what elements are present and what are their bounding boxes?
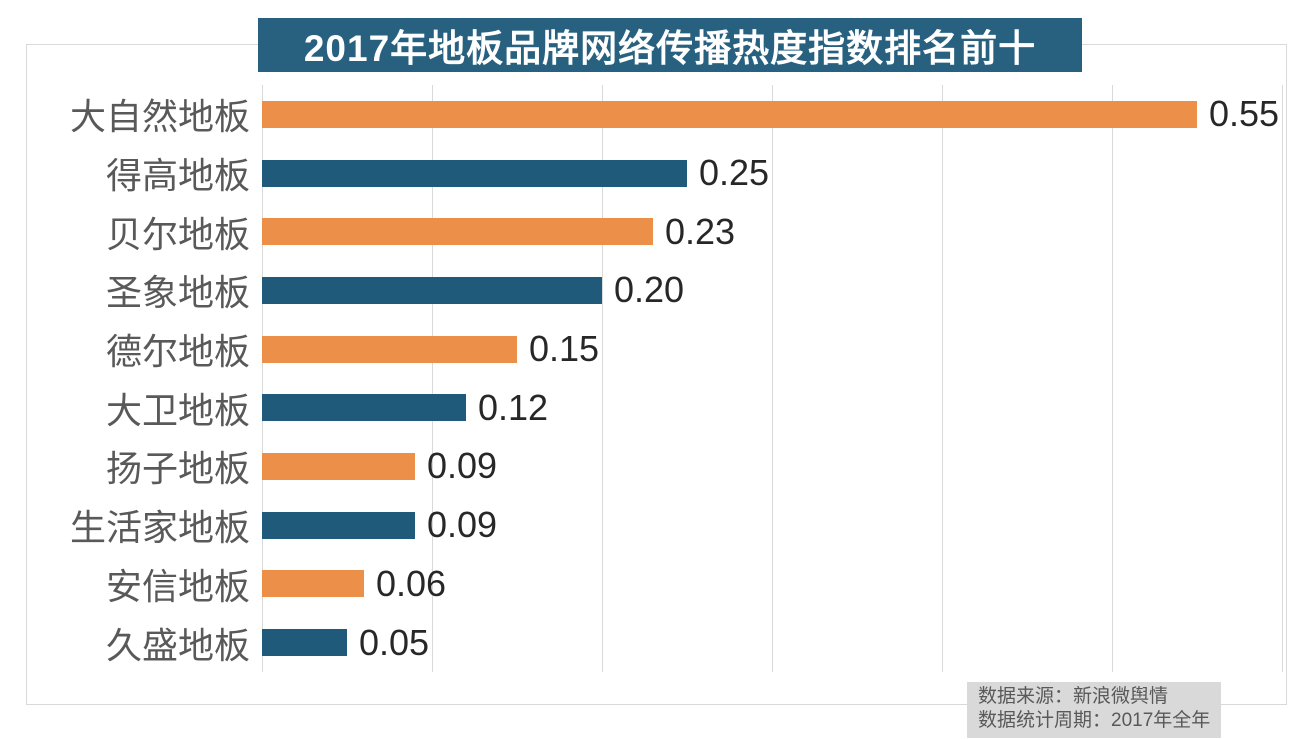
- source-line-2: 数据统计周期：2017年全年: [978, 710, 1211, 731]
- bar-2: [262, 159, 687, 187]
- category-label-10: 久盛地板: [105, 624, 250, 666]
- value-label-8: 0.09: [427, 504, 498, 546]
- category-label-4: 圣象地板: [105, 272, 250, 314]
- value-label-2: 0.25: [699, 152, 770, 194]
- bar-5: [262, 335, 517, 363]
- bar-row-10: 0.05: [262, 613, 1283, 672]
- bar-row-2: 0.25: [262, 144, 1283, 203]
- bar-row-6: 0.12: [262, 378, 1283, 437]
- category-label-6: 大卫地板: [105, 389, 250, 431]
- plot-area: 0.55 0.25 0.23 0.20 0.15 0.12 0.09 0.09 0.06 0.05: [262, 85, 1283, 672]
- value-label-5: 0.15: [529, 328, 600, 370]
- bar-6: [262, 394, 466, 422]
- bar-4: [262, 276, 602, 304]
- bar-row-3: 0.23: [262, 202, 1283, 261]
- chart-title-banner: 2017年地板品牌网络传播热度指数排名前十: [258, 18, 1082, 72]
- value-label-6: 0.12: [478, 386, 549, 428]
- category-label-9: 安信地板: [105, 565, 250, 607]
- value-label-1: 0.55: [1209, 93, 1280, 135]
- bar-7: [262, 452, 415, 480]
- value-label-4: 0.20: [614, 269, 685, 311]
- bar-9: [262, 570, 364, 598]
- category-label-3: 贝尔地板: [105, 213, 250, 255]
- category-label-5: 德尔地板: [105, 331, 250, 373]
- value-label-7: 0.09: [427, 445, 498, 487]
- source-line-1: 数据来源：新浪微舆情: [978, 686, 1169, 707]
- value-label-10: 0.05: [359, 621, 430, 663]
- value-label-3: 0.23: [665, 210, 736, 252]
- bar-row-1: 0.55: [262, 85, 1283, 144]
- bar-8: [262, 511, 415, 539]
- category-label-7: 扬子地板: [105, 448, 250, 490]
- category-label-8: 生活家地板: [69, 507, 250, 549]
- category-label-2: 得高地板: [105, 155, 250, 197]
- category-label-1: 大自然地板: [69, 96, 250, 138]
- bar-1: [262, 100, 1197, 128]
- source-note: 数据来源：新浪微舆情 数据统计周期：2017年全年: [967, 682, 1222, 738]
- bar-row-5: 0.15: [262, 320, 1283, 379]
- bar-10: [262, 629, 347, 657]
- bar-3: [262, 218, 653, 246]
- bar-row-8: 0.09: [262, 496, 1283, 555]
- value-label-9: 0.06: [376, 562, 447, 604]
- category-labels: 大自然地板得高地板贝尔地板圣象地板德尔地板大卫地板扬子地板生活家地板安信地板久盛…: [26, 85, 250, 672]
- bar-row-7: 0.09: [262, 437, 1283, 496]
- bar-row-9: 0.06: [262, 555, 1283, 614]
- bar-row-4: 0.20: [262, 261, 1283, 320]
